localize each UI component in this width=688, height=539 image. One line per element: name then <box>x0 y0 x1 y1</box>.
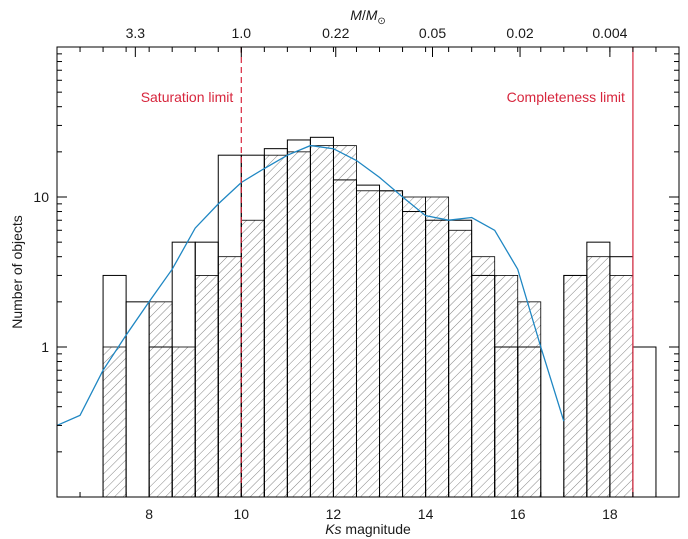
hatched-bar <box>609 275 634 497</box>
hatched-bar <box>425 196 450 497</box>
y-tick-label: 10 <box>33 189 49 205</box>
completeness-limit-label: Completeness limit <box>507 89 625 105</box>
hatched-bar <box>102 346 127 497</box>
hatched-bar <box>240 219 265 497</box>
top-tick-label: 0.004 <box>592 25 627 41</box>
axis-ticks <box>57 47 680 497</box>
top-tick-label: 0.05 <box>419 25 446 41</box>
hatched-bar <box>402 196 426 497</box>
hatched-histogram <box>102 145 634 497</box>
hatched-bar <box>217 256 242 497</box>
saturation-limit-label: Saturation limit <box>141 89 234 105</box>
hatched-bar <box>286 151 311 497</box>
hatched-bar <box>586 256 611 497</box>
tick-labels: 8 10 12 14 16 18 3.3 1.0 0.22 0.05 0.02 0.004 1 10 <box>33 25 627 522</box>
limit-lines: Saturation limit Completeness limit <box>141 47 634 497</box>
model-line <box>57 144 565 426</box>
top-tick-label: 0.22 <box>322 25 349 41</box>
hatched-bar <box>171 346 196 497</box>
x-tick-label: 10 <box>234 506 250 522</box>
hatched-bar <box>194 275 219 497</box>
hatched-bar <box>263 154 288 497</box>
plot-frame <box>56 46 680 498</box>
model-curve <box>57 144 565 426</box>
x-tick-label: 12 <box>326 506 342 522</box>
x-tick-label: 18 <box>602 506 618 522</box>
y-tick-label: 1 <box>41 339 49 355</box>
top-tick-label: 0.02 <box>506 25 533 41</box>
hatched-bar <box>448 229 473 497</box>
hatched-bar <box>333 145 357 497</box>
open-bar <box>517 346 542 497</box>
hatched-bar <box>563 275 588 497</box>
x-tick-label: 16 <box>510 506 526 522</box>
hatched-bar <box>494 275 519 497</box>
hatched-bar <box>356 190 380 497</box>
y-axis-title: Number of objects <box>9 215 25 329</box>
open-bar <box>632 346 657 497</box>
hatched-bar <box>471 256 496 497</box>
top-axis-title: M/M⊙ <box>350 7 386 27</box>
top-tick-label: 1.0 <box>232 25 252 41</box>
top-tick-label: 3.3 <box>126 25 146 41</box>
hatched-bar <box>379 190 403 497</box>
hatched-bar <box>517 301 542 497</box>
x-tick-label: 8 <box>145 506 153 522</box>
open-histogram <box>102 136 657 497</box>
x-tick-label: 14 <box>418 506 434 522</box>
x-axis-title: Ks magnitude <box>325 521 411 537</box>
hatched-bar <box>148 301 173 497</box>
hatched-bar <box>310 145 334 497</box>
